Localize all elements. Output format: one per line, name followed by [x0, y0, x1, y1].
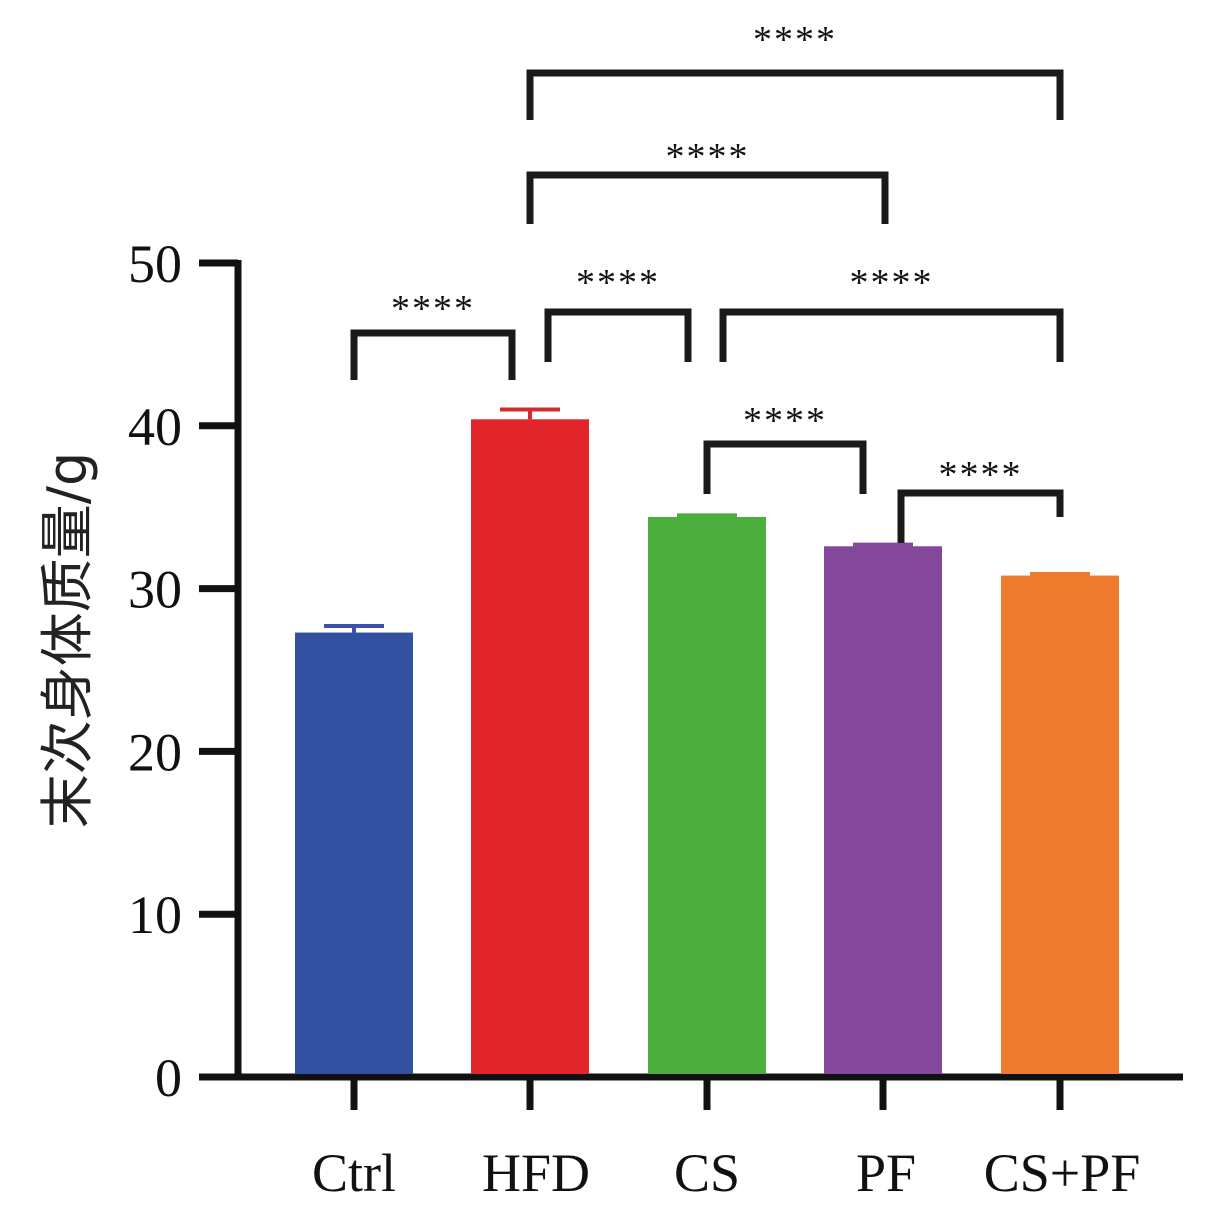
significance-bracket	[526, 69, 1064, 120]
bars	[295, 407, 1119, 1075]
y-ticks: 0 10 20 30 40 50	[128, 234, 238, 1108]
significance-label: ****	[391, 288, 475, 330]
significance-bracket	[544, 308, 692, 362]
significance-label: ****	[753, 19, 837, 61]
bar-pf	[824, 546, 942, 1074]
significance-label: ****	[939, 454, 1023, 496]
x-tick-label: HFD	[482, 1143, 590, 1203]
y-axis-label: 末次身体质量/g	[36, 452, 99, 828]
x-tick-label: CS+PF	[984, 1143, 1141, 1203]
significance-bracket	[897, 489, 1064, 543]
y-tick-label: 10	[128, 885, 182, 945]
x-tick-label: PF	[856, 1143, 916, 1203]
significance-bracket	[526, 171, 889, 224]
significance-bracket	[350, 329, 516, 380]
significance-label: ****	[743, 400, 827, 442]
y-tick-label: 0	[155, 1048, 182, 1108]
significance-bracket	[703, 440, 867, 494]
y-tick-label: 20	[128, 722, 182, 782]
significance-label: ****	[576, 262, 660, 304]
bar-cs-pf	[1001, 575, 1119, 1074]
y-tick-label: 50	[128, 234, 182, 294]
bar-cs	[648, 516, 766, 1074]
x-tick-label: CS	[674, 1143, 740, 1203]
x-ticks: Ctrl HFD CS PF CS+PF	[312, 1077, 1140, 1203]
significance-label: ****	[666, 136, 750, 178]
significance-brackets: **** **** **** **** **** **** ****	[350, 19, 1064, 543]
y-tick-label: 40	[128, 397, 182, 457]
x-tick-label: Ctrl	[312, 1143, 396, 1203]
y-tick-label: 30	[128, 560, 182, 620]
significance-bracket	[719, 308, 1064, 362]
bar-hfd	[471, 419, 589, 1075]
significance-label: ****	[850, 262, 934, 304]
bar-ctrl	[295, 632, 413, 1074]
